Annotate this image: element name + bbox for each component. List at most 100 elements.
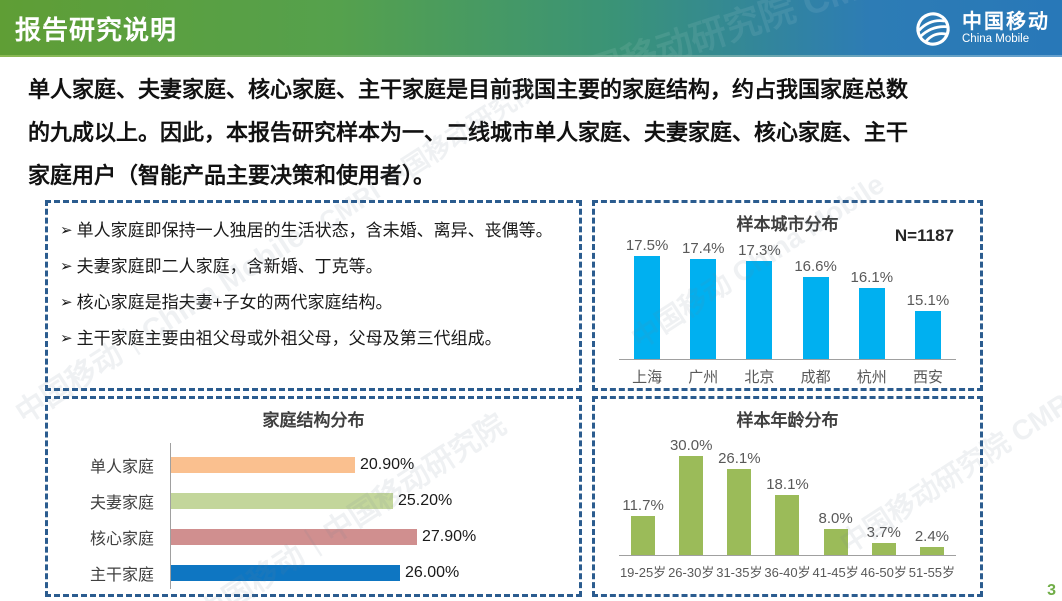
bar-track: 26.00% xyxy=(162,564,459,582)
definition-text: 主干家庭主要由祖父母或外祖父母，父母及第三代组成。 xyxy=(76,329,502,348)
category-label: 成都 xyxy=(800,369,831,386)
chart-title: 样本城市分布 xyxy=(736,215,839,234)
category-label: 北京 xyxy=(744,369,775,386)
bar xyxy=(171,493,393,509)
bar-value-label: 11.7% xyxy=(622,497,664,514)
bar-row: 单人家庭 20.90% xyxy=(48,447,579,483)
bar-value-label: 20.90% xyxy=(360,456,415,473)
category-label: 杭州 xyxy=(856,369,887,386)
x-axis-line xyxy=(619,555,956,556)
bar-value-label: 15.1% xyxy=(906,292,950,309)
sample-size-label: N=1187 xyxy=(894,226,954,245)
category-label: 核心家庭 xyxy=(89,531,154,548)
bar-column: 30.0% xyxy=(667,437,715,555)
category-label: 36-40岁 xyxy=(764,565,811,580)
china-mobile-logo: 中国移动 China Mobile xyxy=(911,7,1050,51)
bar-value-label: 17.5% xyxy=(625,237,669,254)
bar xyxy=(634,256,661,359)
definition-list: ➢ 单人家庭即保持一人独居的生活状态，含未婚、离异、丧偶等。 ➢ 夫妻家庭即二人… xyxy=(48,203,579,350)
bar xyxy=(775,495,800,555)
bar xyxy=(679,456,704,555)
plot-columns: 17.5% 17.4% 17.3% 16.6% 16.1% 15.1% xyxy=(595,237,980,359)
bar-value-label: 27.90% xyxy=(422,528,477,545)
bar xyxy=(858,288,885,359)
bar-value-label: 8.0% xyxy=(818,510,853,527)
bar-column: 17.5% xyxy=(619,237,675,359)
header-bar: 报告研究说明 中国移动研究院 CMRI 中国移动 China Mobile xyxy=(0,0,1062,105)
bar xyxy=(914,311,941,359)
logo-en-label: China Mobile xyxy=(962,33,1030,46)
intro-paragraph: 单人家庭、夫妻家庭、核心家庭、主干家庭是目前我国主要的家庭结构，约占我国家庭总数… xyxy=(28,68,1040,197)
bar xyxy=(171,457,355,473)
china-mobile-swirl-icon xyxy=(916,12,950,46)
bar-value-label: 16.1% xyxy=(850,269,894,286)
bar-value-label: 18.1% xyxy=(766,476,809,493)
bar-column: 8.0% xyxy=(812,510,860,555)
bar-column: 15.1% xyxy=(900,292,956,359)
logo-text: 中国移动 China Mobile xyxy=(962,11,1050,46)
intro-line: 的九成以上。因此，本报告研究样本为一、二线城市单人家庭、夫妻家庭、核心家庭、主干 xyxy=(28,120,909,145)
logo-zh-label: 中国移动 xyxy=(962,11,1050,34)
bar xyxy=(919,547,944,555)
category-label: 主干家庭 xyxy=(89,567,154,584)
panel-family-structure-chart: 家庭结构分布 单人家庭 20.90% 夫妻家庭 25.20% 核心家庭 27.90% 主干家… xyxy=(45,396,582,597)
bullet-arrow-icon: ➢ xyxy=(60,222,73,239)
plot-columns: 11.7% 30.0% 26.1% 18.1% 8.0% 3.7% 2.4% xyxy=(595,437,980,555)
category-label: 26-30岁 xyxy=(668,565,715,580)
bar-column: 26.1% xyxy=(715,450,763,555)
page-number: 3 xyxy=(1047,582,1056,599)
category-row: 上海 广州 北京 成都 杭州 西安 xyxy=(595,360,980,387)
category-label: 41-45岁 xyxy=(812,565,859,580)
definition-item: ➢ 核心家庭是指夫妻+子女的两代家庭结构。 xyxy=(60,291,569,314)
definition-item: ➢ 单人家庭即保持一人独居的生活状态，含未婚、离异、丧偶等。 xyxy=(60,219,569,242)
bar-row: 核心家庭 27.90% xyxy=(48,519,579,555)
bar-value-label: 30.0% xyxy=(669,437,713,454)
bar-column: 17.4% xyxy=(675,240,731,359)
bar-column: 17.3% xyxy=(731,242,787,359)
intro-line: 单人家庭、夫妻家庭、核心家庭、主干家庭是目前我国主要的家庭结构，约占我国家庭总数 xyxy=(28,77,909,102)
bar xyxy=(171,565,400,581)
bar-column: 16.6% xyxy=(788,258,844,359)
bullet-arrow-icon: ➢ xyxy=(60,294,73,311)
category-row: 19-25岁 26-30岁 31-35岁 36-40岁 41-45岁 46-50岁 51-5… xyxy=(595,556,980,581)
category-label: 19-25岁 xyxy=(619,565,667,580)
category-label: 单人家庭 xyxy=(89,459,154,476)
bar-value-label: 26.1% xyxy=(718,450,761,467)
bar xyxy=(727,469,752,555)
bar-value-label: 25.20% xyxy=(398,492,453,509)
bar-value-label: 26.00% xyxy=(405,564,460,581)
bar-value-label: 3.7% xyxy=(866,524,901,541)
bar-track: 25.20% xyxy=(162,492,452,510)
bar-column: 18.1% xyxy=(763,476,811,555)
bullet-arrow-icon: ➢ xyxy=(60,330,73,347)
page-title: 报告研究说明 xyxy=(15,15,178,45)
category-label: 上海 xyxy=(632,369,663,386)
bullet-arrow-icon: ➢ xyxy=(60,258,73,275)
bar-value-label: 16.6% xyxy=(794,258,837,275)
definition-item: ➢ 夫妻家庭即二人家庭，含新婚、丁克等。 xyxy=(60,255,569,278)
definition-text: 单人家庭即保持一人独居的生活状态，含未婚、离异、丧偶等。 xyxy=(76,221,553,240)
category-label: 夫妻家庭 xyxy=(89,495,154,512)
bar xyxy=(631,516,656,555)
bar-value-label: 2.4% xyxy=(914,528,950,545)
bar-row: 夫妻家庭 25.20% xyxy=(48,483,579,519)
bar xyxy=(746,261,773,359)
panel-age-distribution-chart: 样本年龄分布 11.7% 30.0% 26.1% 18.1% 8.0% 3.7% 2.4% … xyxy=(592,396,983,597)
x-axis-line xyxy=(619,359,956,360)
chart-title: 样本年龄分布 xyxy=(736,411,839,430)
bar xyxy=(802,277,829,359)
bar-value-label: 17.3% xyxy=(738,242,781,259)
plot-rows: 单人家庭 20.90% 夫妻家庭 25.20% 核心家庭 27.90% 主干家庭 26.00% xyxy=(48,443,579,591)
y-axis-line xyxy=(170,443,171,589)
definition-item: ➢ 主干家庭主要由祖父母或外祖父母，父母及第三代组成。 xyxy=(60,327,569,350)
category-label: 广州 xyxy=(688,369,719,386)
chart-title: 家庭结构分布 xyxy=(262,411,365,430)
intro-line: 家庭用户（智能产品主要决策和使用者）。 xyxy=(28,163,436,188)
bar xyxy=(171,529,417,545)
bar xyxy=(823,529,848,555)
bar-column: 11.7% xyxy=(619,497,667,555)
category-label: 西安 xyxy=(912,369,943,386)
definition-text: 夫妻家庭即二人家庭，含新婚、丁克等。 xyxy=(76,257,383,276)
bar xyxy=(871,543,896,555)
